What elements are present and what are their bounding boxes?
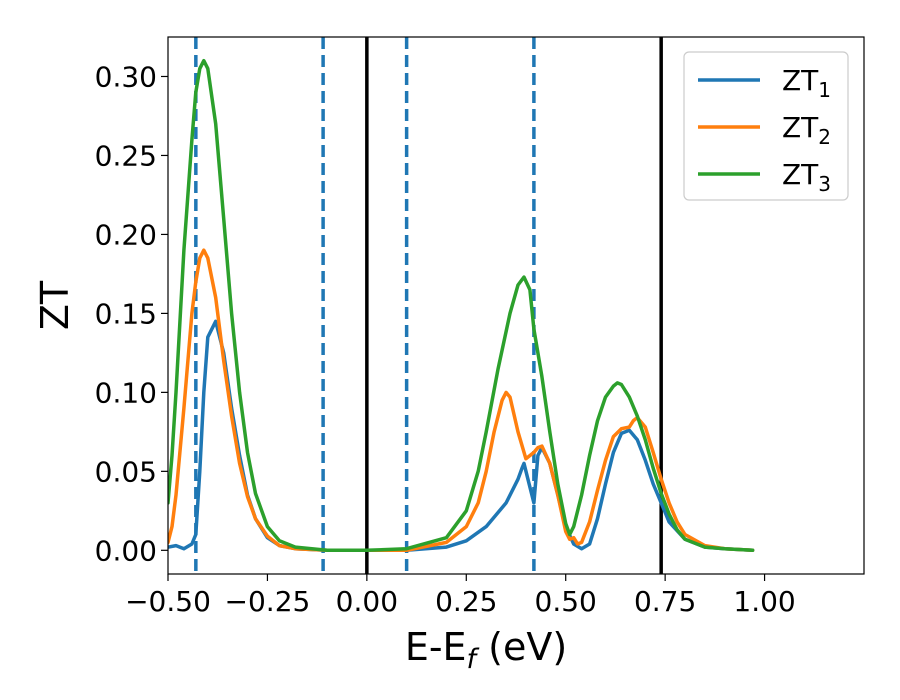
series-line-zt3 xyxy=(168,58,755,553)
x-tick-label: 0.25 xyxy=(435,585,497,618)
y-tick-label: 0.05 xyxy=(95,455,157,488)
x-tick-label: 0.50 xyxy=(535,585,597,618)
legend-box xyxy=(683,51,849,201)
plot-area xyxy=(168,37,755,574)
y-axis-label: ZT xyxy=(33,280,77,330)
y-tick-label: 0.20 xyxy=(95,218,157,251)
legend: ZT1 ZT2 ZT3 xyxy=(683,51,849,201)
legend-label-zt1: ZT1 xyxy=(782,64,831,102)
y-tick-label: 0.25 xyxy=(95,139,157,172)
y-tick-label: 0.15 xyxy=(95,297,157,330)
y-tick-label: 0.30 xyxy=(95,60,157,93)
x-axis-label: E-Ef (eV) xyxy=(405,625,567,675)
legend-label-zt2: ZT2 xyxy=(782,111,831,149)
y-tick-label: 0.10 xyxy=(95,376,157,409)
x-tick-label: 0.75 xyxy=(634,585,696,618)
axes: −0.50 −0.25 0.00 0.25 0.50 0.75 1.00 0.00 0.05 0.… xyxy=(33,36,865,675)
x-tick-label: 1.00 xyxy=(733,585,795,618)
legend-label-zt3: ZT3 xyxy=(782,158,831,196)
y-tick-label: 0.00 xyxy=(95,534,157,567)
x-tick-label: −0.50 xyxy=(125,585,211,618)
series-line-zt2 xyxy=(168,248,755,553)
plot-content xyxy=(168,37,755,574)
x-tick-label: −0.25 xyxy=(225,585,311,618)
x-tick-label: 0.00 xyxy=(336,585,398,618)
axes-frame xyxy=(167,36,865,575)
